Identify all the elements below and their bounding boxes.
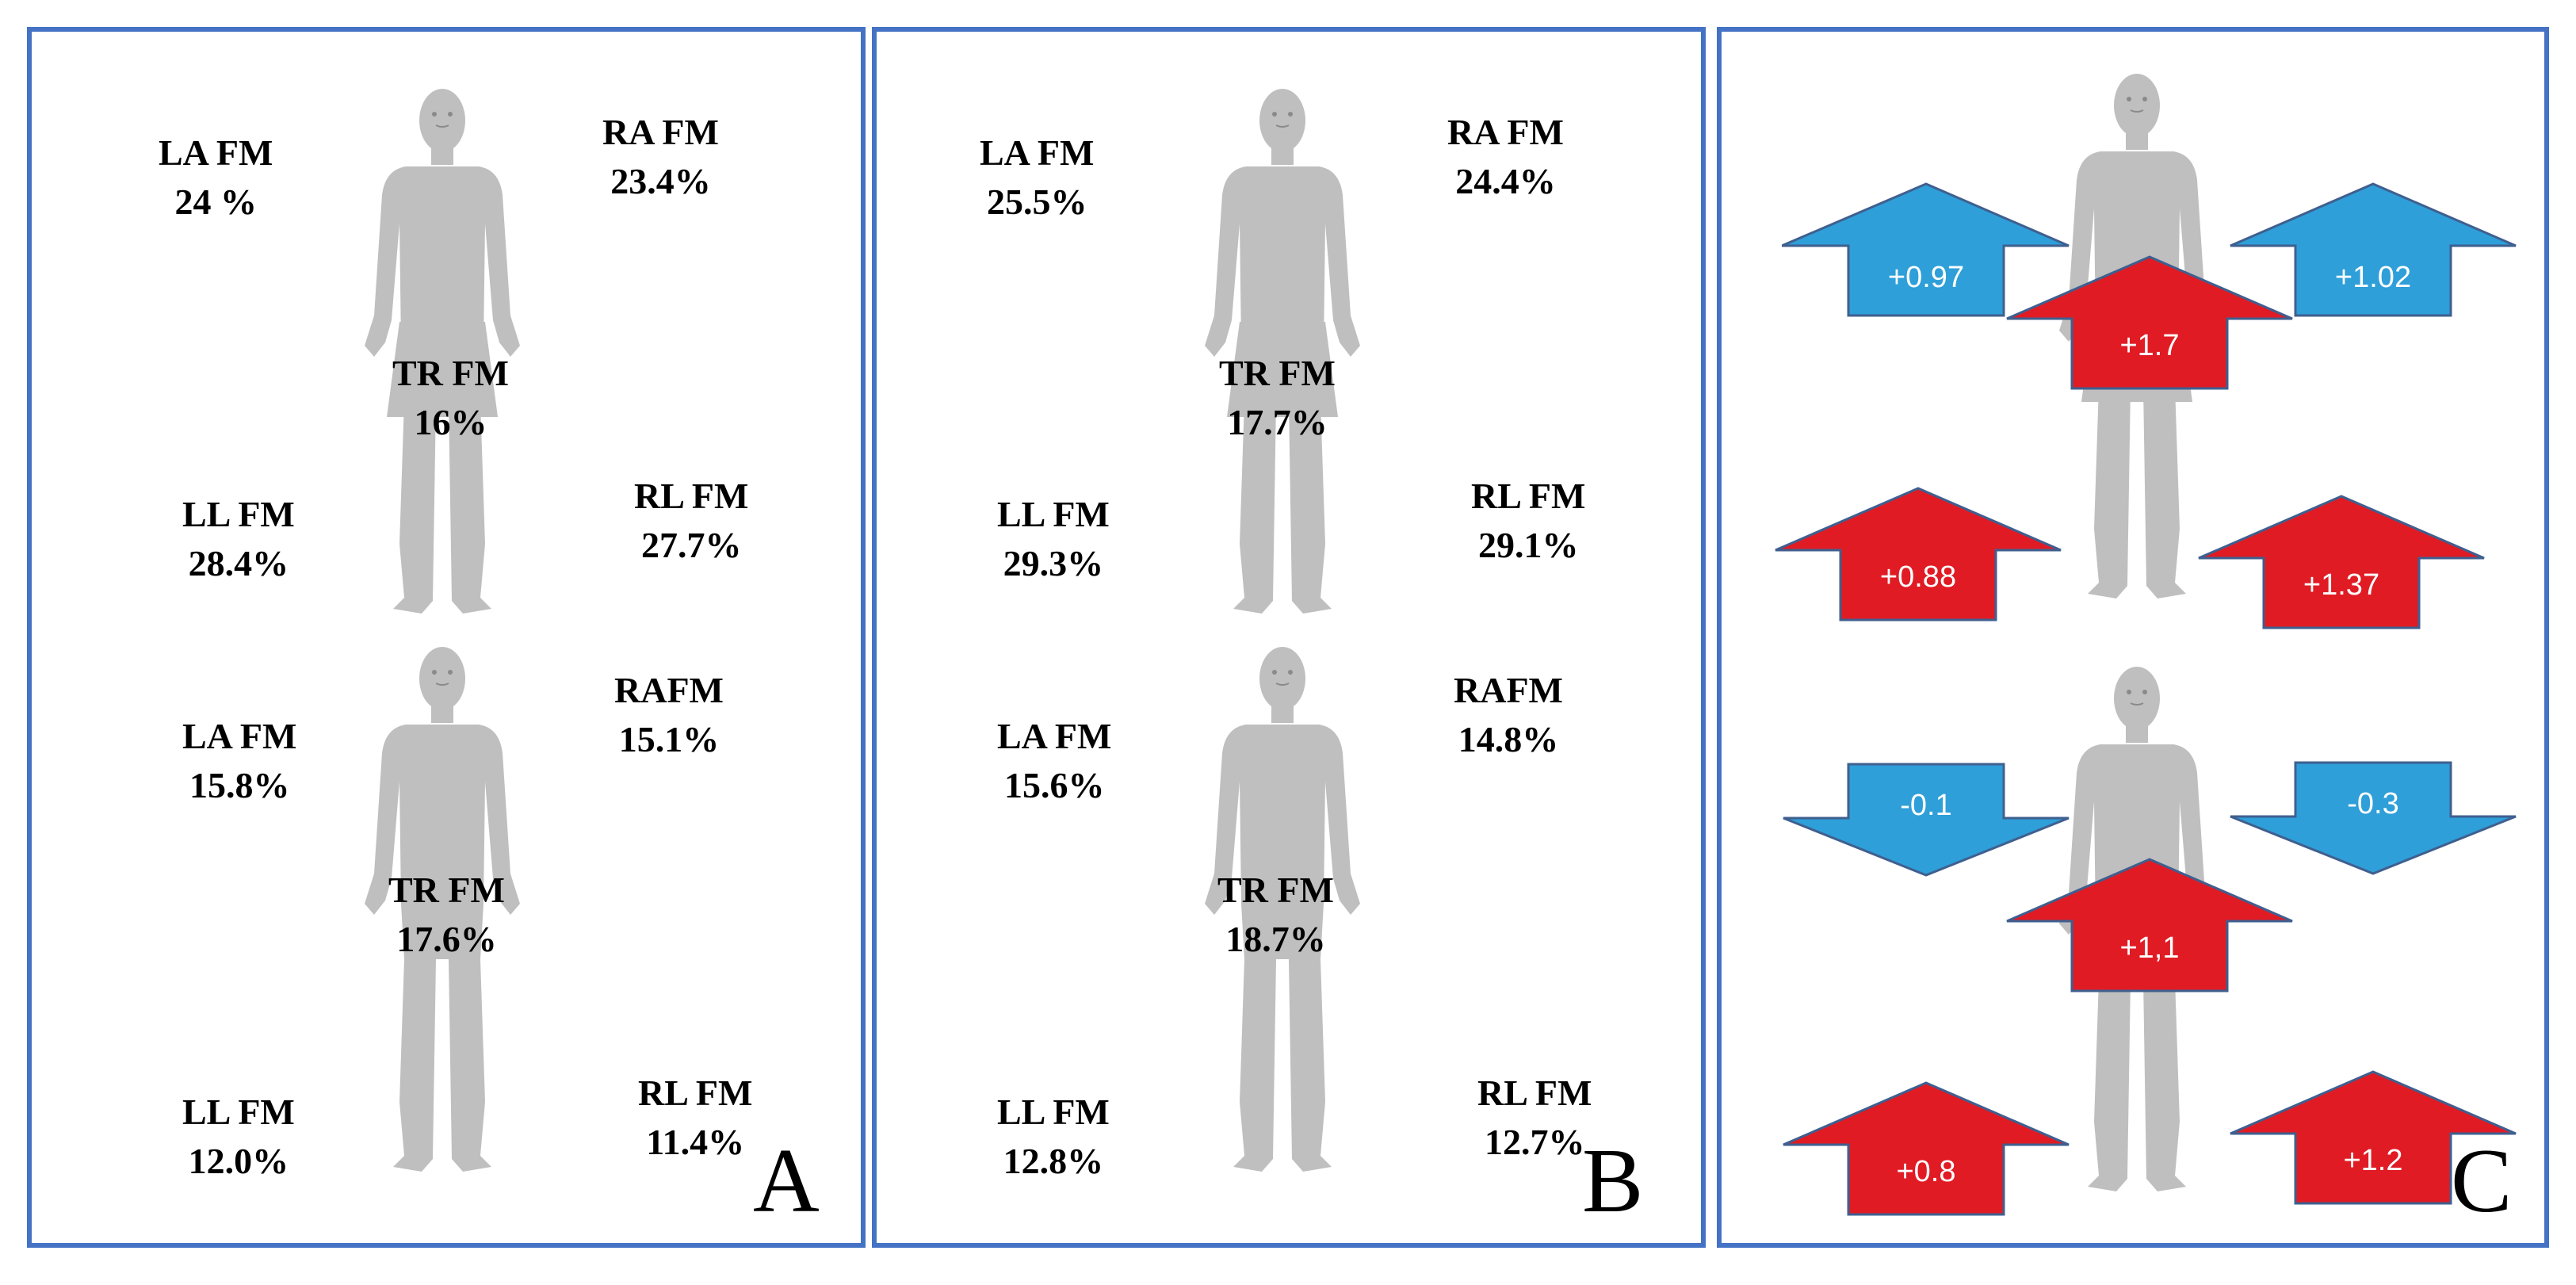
label-right-arm-top: RA FM 23.4%	[602, 112, 719, 201]
label-right-leg-top: RL FM 29.1%	[1471, 476, 1586, 565]
right-leg-up-arrow-bottom: +1.2	[2230, 1070, 2517, 1205]
label-left-arm-top: LA FM 24 %	[159, 132, 273, 222]
label-left-leg-bottom: LL FM 12.8%	[997, 1092, 1110, 1181]
panel-c: +0.97 +1.02 +1.7 +0.88 +1.37 -0.1 -0.3 +…	[1717, 27, 2549, 1248]
right-arm-up-arrow-top: +1.02	[2230, 182, 2517, 317]
svg-text:+1.7: +1.7	[2119, 329, 2179, 362]
left-leg-up-arrow-bottom: +0.8	[1783, 1081, 2070, 1216]
label-left-leg-top: LL FM 29.3%	[997, 494, 1110, 583]
panel-letter: C	[2451, 1130, 2513, 1232]
right-arm-down-arrow-bottom: -0.3	[2230, 761, 2517, 875]
label-right-leg-top: RL FM 27.7%	[634, 476, 749, 565]
label-right-arm-bottom: RAFM 14.8%	[1454, 670, 1563, 759]
svg-text:+1,1: +1,1	[2119, 931, 2179, 965]
trunk-up-arrow-bottom: +1,1	[2006, 858, 2293, 992]
svg-text:+1.37: +1.37	[2303, 568, 2379, 602]
label-right-arm-bottom: RAFM 15.1%	[614, 670, 724, 759]
svg-text:+1.2: +1.2	[2343, 1144, 2402, 1177]
panel-letter: B	[1582, 1130, 1644, 1232]
label-trunk-top: TR FM 17.7%	[1219, 353, 1336, 442]
svg-text:+0.8: +0.8	[1896, 1155, 1955, 1188]
right-leg-up-arrow-top: +1.37	[2198, 495, 2485, 629]
label-trunk-bottom: TR FM 18.7%	[1217, 870, 1334, 959]
label-left-leg-top: LL FM 28.4%	[182, 494, 295, 583]
svg-text:-0.3: -0.3	[2347, 787, 2398, 820]
panel-letter: A	[753, 1130, 820, 1232]
label-left-arm-bottom: LA FM 15.6%	[997, 716, 1112, 805]
svg-text:-0.1: -0.1	[1900, 789, 1951, 822]
label-left-arm-bottom: LA FM 15.8%	[182, 716, 297, 805]
svg-text:+1.02: +1.02	[2335, 261, 2411, 294]
label-trunk-top: TR FM 16%	[392, 353, 509, 442]
label-right-leg-bottom: RL FM 12.7%	[1477, 1073, 1592, 1162]
svg-text:+0.97: +0.97	[1888, 261, 1964, 294]
label-right-arm-top: RA FM 24.4%	[1447, 112, 1564, 201]
panel-b: LA FM 25.5% RA FM 24.4% TR FM 17.7% LL FM 29…	[872, 27, 1706, 1248]
left-arm-up-arrow-top: +0.97	[1782, 182, 2070, 317]
label-left-leg-bottom: LL FM 12.0%	[182, 1092, 295, 1181]
svg-text:+0.88: +0.88	[1880, 560, 1956, 594]
label-left-arm-top: LA FM 25.5%	[980, 132, 1095, 222]
trunk-up-arrow-top: +1.7	[2006, 255, 2293, 390]
left-arm-down-arrow-bottom: -0.1	[1783, 763, 2070, 877]
panel-a: LA FM 24 % RA FM 23.4% TR FM 16% LL FM 28.4%…	[27, 27, 866, 1248]
left-leg-up-arrow-top: +0.88	[1775, 487, 2062, 621]
label-right-leg-bottom: RL FM 11.4%	[638, 1073, 753, 1162]
label-trunk-bottom: TR FM 17.6%	[388, 870, 505, 959]
